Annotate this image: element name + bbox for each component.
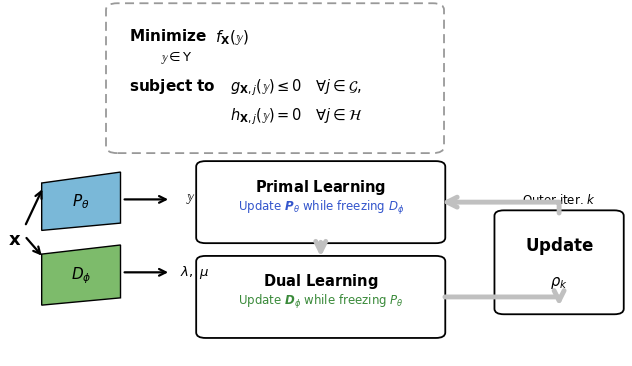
Text: Outer iter. $k$: Outer iter. $k$ (522, 193, 596, 207)
Polygon shape (42, 245, 121, 305)
Text: Update $\boldsymbol{D}_{\phi}$ while freezing $P_{\theta}$: Update $\boldsymbol{D}_{\phi}$ while fre… (238, 294, 404, 311)
Text: $D_{\phi}$: $D_{\phi}$ (71, 265, 91, 286)
Text: $h_{\mathbf{X},j}(\mathbb{y}) = 0 \quad \forall j \in \mathcal{H}$: $h_{\mathbf{X},j}(\mathbb{y}) = 0 \quad … (229, 107, 362, 127)
Text: $\mathbb{y} \in \mathrm{Y}$: $\mathbb{y} \in \mathrm{Y}$ (161, 49, 193, 66)
Text: $\mathbf{Minimize}$: $\mathbf{Minimize}$ (129, 28, 207, 44)
Text: $\mathbf{x}$: $\mathbf{x}$ (8, 231, 21, 249)
FancyBboxPatch shape (196, 256, 446, 338)
Text: $f_{\mathbf{X}}(\mathbb{y})$: $f_{\mathbf{X}}(\mathbb{y})$ (215, 28, 249, 47)
Text: $\rho_k$: $\rho_k$ (550, 275, 568, 291)
Polygon shape (42, 172, 121, 231)
Text: Update $\boldsymbol{P}_{\theta}$ while freezing $D_{\phi}$: Update $\boldsymbol{P}_{\theta}$ while f… (238, 199, 404, 217)
FancyBboxPatch shape (196, 161, 446, 243)
FancyBboxPatch shape (106, 3, 444, 153)
Text: $\mathbb{y}$: $\mathbb{y}$ (185, 193, 195, 206)
FancyBboxPatch shape (494, 210, 624, 314)
Text: $\mathbf{Update}$: $\mathbf{Update}$ (525, 235, 593, 257)
Text: $\mathbf{subject\ to}$: $\mathbf{subject\ to}$ (129, 77, 216, 96)
Text: $\mathbf{Primal\ Learning}$: $\mathbf{Primal\ Learning}$ (255, 178, 386, 197)
Text: $P_{\theta}$: $P_{\theta}$ (72, 193, 90, 212)
Text: $\lambda,\ \mu$: $\lambda,\ \mu$ (179, 264, 209, 281)
Text: $\mathbf{Dual\ Learning}$: $\mathbf{Dual\ Learning}$ (263, 272, 379, 291)
Text: $g_{\mathbf{X},j}(\mathbb{y}) \leq 0 \quad \forall j \in \mathcal{G},$: $g_{\mathbf{X},j}(\mathbb{y}) \leq 0 \qu… (229, 77, 362, 98)
